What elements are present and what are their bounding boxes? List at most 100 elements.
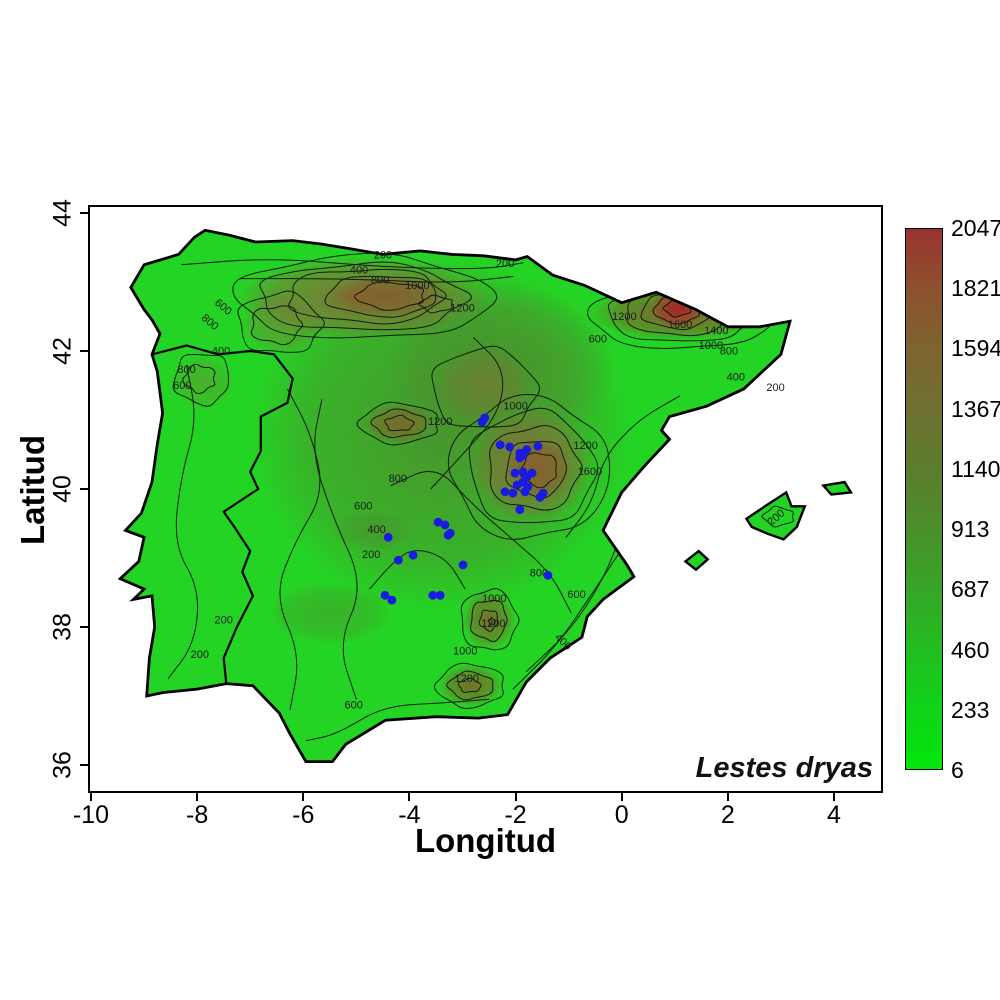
occurrence-point	[510, 468, 520, 478]
x-tick-label: 2	[720, 801, 735, 829]
x-tick-mark	[832, 793, 835, 801]
occurrence-point	[380, 590, 390, 600]
legend-value-label: 2047	[951, 215, 1000, 241]
land-surface	[120, 230, 851, 762]
contour-label: 1000	[503, 401, 527, 413]
y-tick-mark	[80, 212, 88, 214]
occurrence-point	[500, 487, 510, 497]
contour-label: 1200	[481, 618, 505, 630]
occurrence-point	[440, 520, 450, 530]
contour-label: 400	[727, 372, 745, 384]
x-tick-mark	[726, 793, 729, 801]
contour-label: 200	[215, 615, 233, 627]
contour-label: 1200	[450, 303, 474, 315]
x-tick-label: -2	[504, 801, 527, 829]
occurrence-point	[522, 445, 532, 455]
contour-label: 200	[362, 549, 380, 561]
contour-label: 1000	[453, 646, 477, 658]
occurrence-point	[433, 517, 443, 527]
occurrence-point	[543, 570, 553, 580]
legend-value-label: 1594	[951, 335, 1000, 362]
occurrence-point	[387, 595, 397, 605]
occurrence-point	[428, 590, 438, 600]
coastline-borders	[117, 228, 854, 763]
contour-label: 800	[389, 473, 407, 485]
contour-label: 600	[354, 501, 372, 513]
contour-label: 200	[374, 250, 392, 262]
x-tick-mark	[196, 793, 199, 801]
legend-value-label: 1367	[951, 395, 1000, 422]
occurrence-point	[408, 550, 418, 560]
occurrence-point	[393, 555, 403, 565]
occurrence-point	[520, 487, 530, 497]
contour-label: 1000	[699, 340, 723, 352]
occurrence-point	[515, 453, 525, 463]
contour-label: 600	[589, 334, 607, 346]
legend-value-label: 687	[951, 576, 990, 603]
legend-value-label: 6	[951, 757, 964, 783]
legend-value-label: 1821	[951, 275, 1000, 302]
contour-label: 800	[371, 274, 389, 286]
occurrence-point	[527, 468, 537, 478]
contour-label: 600	[345, 699, 363, 711]
occurrence-point	[443, 530, 453, 540]
x-axis-title: Longitud	[414, 822, 557, 859]
occurrence-point	[535, 492, 545, 502]
occurrence-point	[383, 532, 393, 542]
x-tick-mark	[514, 793, 517, 801]
contour-label: 600	[173, 380, 191, 392]
occurrence-point	[508, 488, 518, 498]
y-axis-title: Latitud	[14, 435, 51, 545]
occurrence-point	[435, 590, 445, 600]
x-tick-mark	[620, 793, 623, 801]
y-tick-label: 38	[48, 613, 77, 641]
legend-value-label: 460	[951, 636, 990, 663]
contour-label: 400	[367, 524, 385, 536]
contour-label: 200	[496, 258, 514, 270]
contour-label: 600	[567, 589, 585, 601]
occurrence-point	[505, 442, 515, 452]
contour-label: 1000	[405, 280, 429, 292]
occurrence-point	[480, 413, 490, 423]
contour-label: 400	[212, 345, 230, 357]
contour-label: 800	[177, 364, 195, 376]
x-tick-label: -4	[398, 801, 421, 829]
legend-value-label: 1140	[951, 455, 1000, 482]
x-tick-label: -10	[72, 801, 110, 829]
contour-label: 200	[766, 382, 784, 394]
contour-label: 1600	[578, 466, 602, 478]
contour-label: 1000	[482, 593, 506, 605]
y-tick-mark	[80, 350, 88, 352]
y-tick-label: 40	[48, 475, 77, 503]
x-tick-label: -6	[292, 801, 315, 829]
x-tick-mark	[302, 793, 305, 801]
y-tick-mark	[80, 626, 88, 628]
contour-label: 400	[350, 265, 368, 277]
occurrence-points	[380, 413, 553, 605]
species-annotation: Lestes dryas	[695, 752, 873, 784]
contour-label: 200	[191, 649, 209, 661]
legend-value-label: 233	[951, 696, 990, 723]
occurrence-point	[533, 441, 543, 451]
y-tick-mark	[80, 764, 88, 766]
contour-label: 800	[720, 345, 738, 357]
y-tick-label: 44	[48, 199, 77, 227]
contour-label: 1200	[428, 416, 452, 428]
x-tick-label: -8	[186, 801, 209, 829]
y-tick-label: 36	[48, 751, 77, 779]
x-tick-label: 0	[614, 801, 629, 829]
occurrence-point	[458, 560, 468, 570]
occurrence-point	[512, 480, 522, 490]
contour-label: 1600	[668, 319, 692, 331]
occurrence-point	[495, 440, 505, 450]
legend-value-label: 913	[951, 516, 990, 543]
occurrence-point	[515, 505, 525, 515]
contour-label: 1200	[573, 440, 597, 452]
legend-gradient-bar	[905, 228, 943, 770]
contour-label: 1200	[612, 311, 636, 323]
contour-lines	[167, 252, 794, 742]
y-tick-label: 42	[48, 337, 77, 365]
